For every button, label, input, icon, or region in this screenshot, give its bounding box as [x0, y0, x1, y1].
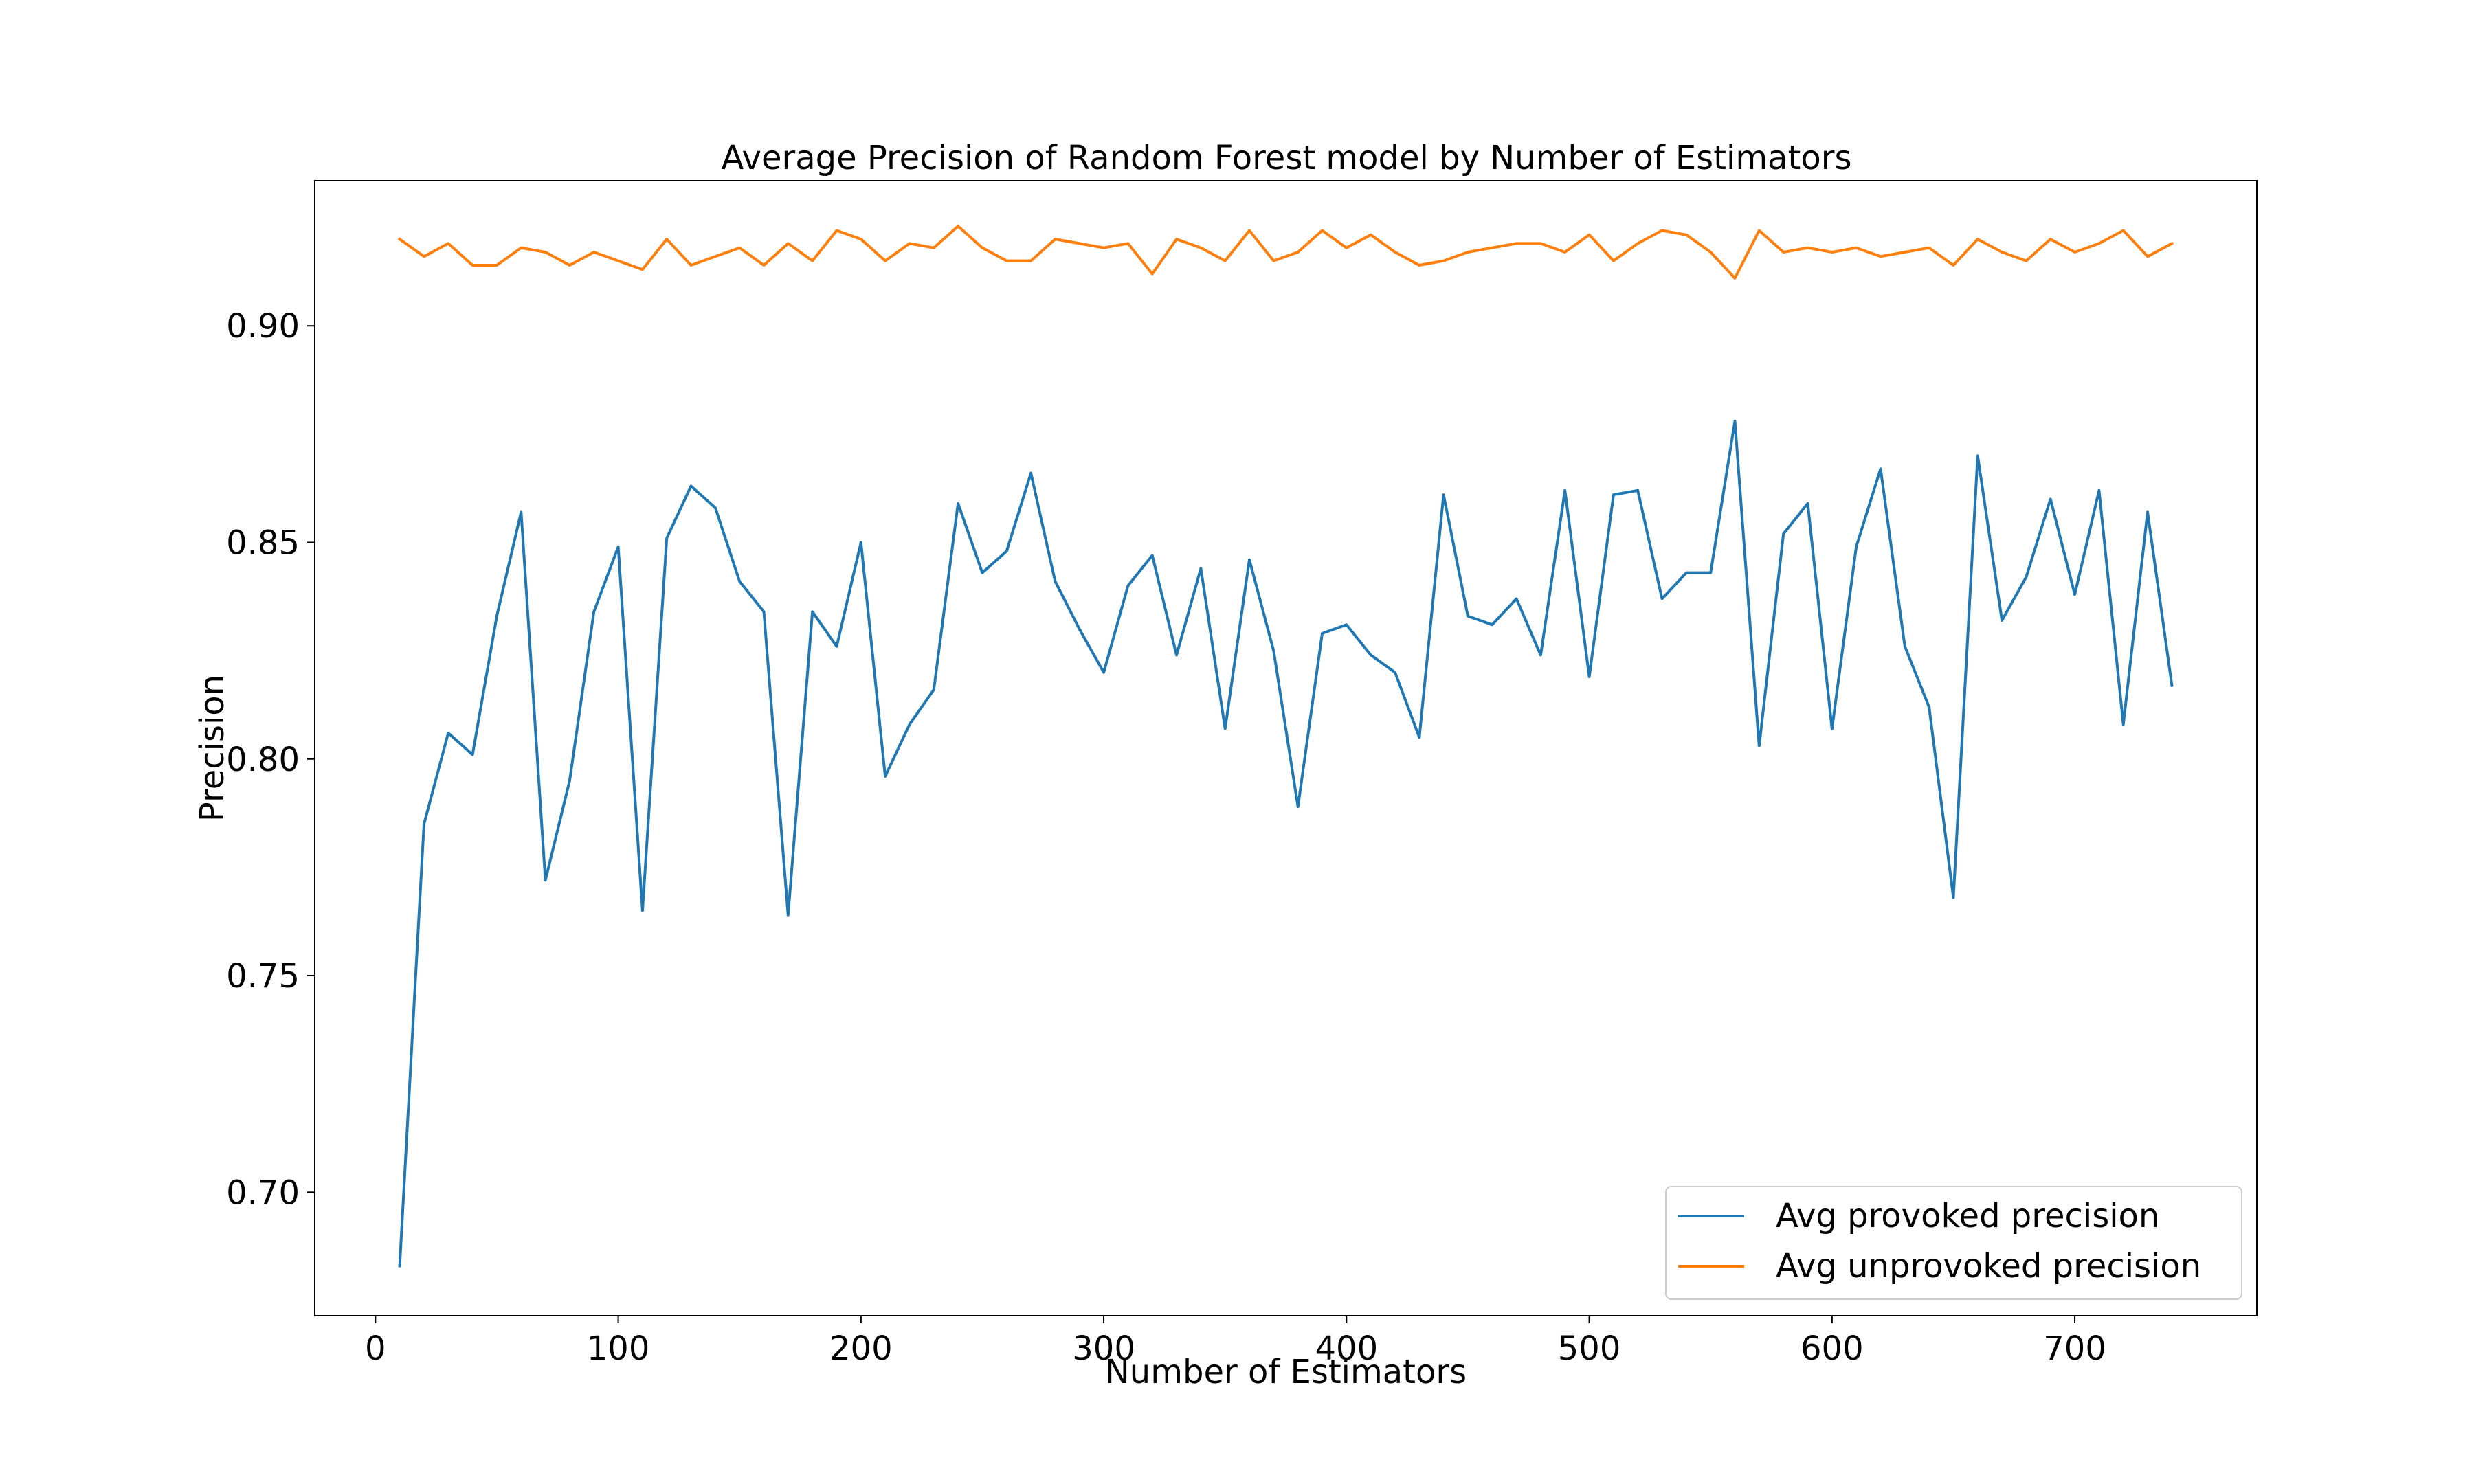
plot-frame [315, 181, 2257, 1316]
y-tick-label: 0.75 [226, 957, 300, 996]
x-tick-label: 600 [1801, 1329, 1864, 1368]
y-tick-label: 0.85 [226, 524, 300, 562]
legend-label-provoked: Avg provoked precision [1776, 1197, 2159, 1235]
y-axis-label: Precision [193, 675, 232, 822]
x-axis-label: Number of Estimators [1105, 1353, 1467, 1391]
y-tick-label: 0.70 [226, 1173, 300, 1212]
legend: Avg provoked precision Avg unprovoked pr… [1666, 1187, 2242, 1299]
x-tick-label: 200 [829, 1329, 893, 1368]
chart-title: Average Precision of Random Forest model… [722, 139, 1852, 177]
x-tick-label: 0 [365, 1329, 386, 1368]
x-tick-label: 500 [1558, 1329, 1621, 1368]
y-tick-label: 0.90 [226, 307, 300, 346]
series-line-provoked [400, 421, 2172, 1266]
x-tick-label: 700 [2043, 1329, 2106, 1368]
y-tick-label: 0.80 [226, 741, 300, 779]
y-axis: 0.70 0.75 0.80 0.85 0.90 [226, 307, 315, 1212]
legend-label-unprovoked: Avg unprovoked precision [1776, 1247, 2201, 1285]
plot-area [400, 226, 2172, 1266]
x-tick-label: 100 [587, 1329, 650, 1368]
series-line-unprovoked [400, 226, 2172, 278]
